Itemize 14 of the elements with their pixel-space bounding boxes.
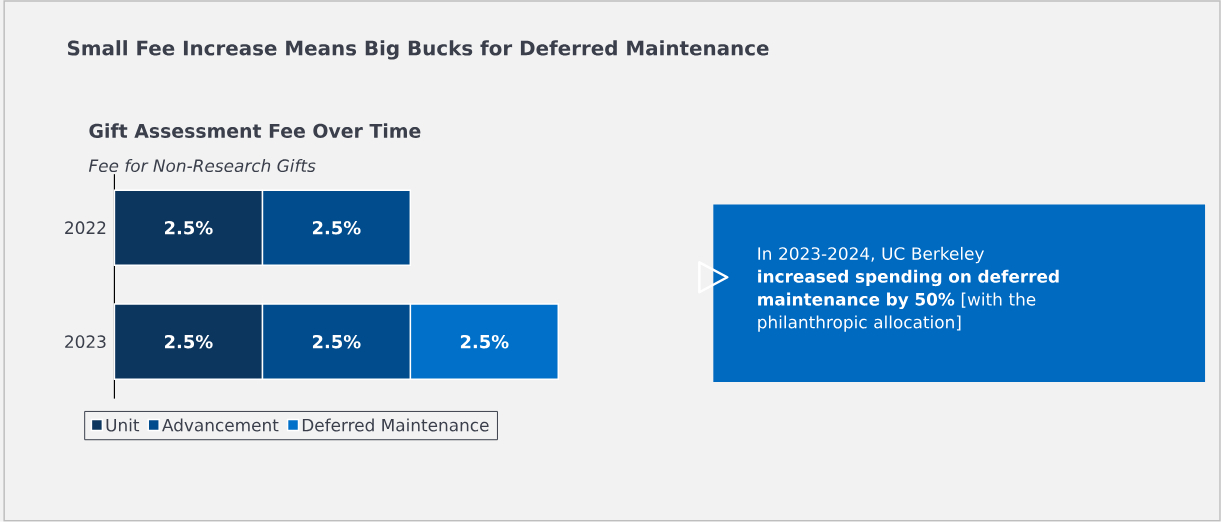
data-label: 2.5% <box>460 335 509 349</box>
text: Small Fee Increase Means Big Bucks for Deferred Maintenance <box>67 40 769 60</box>
chart-subtitle: Fee for Non-Research Gifts <box>88 159 316 173</box>
y-tick-label: 2023 <box>65 335 106 349</box>
text: In 2023-2024, UC Berkeley increased spending on deferred maintenance by 50% [with the philanthropic allocation] <box>758 247 1059 332</box>
legend-label: Deferred Maintenance <box>302 418 489 432</box>
legend-label: Advancement <box>162 418 279 432</box>
data-label: 2.5% <box>312 335 361 349</box>
y-tick-label: 2022 <box>65 221 106 235</box>
chart-title: Gift Assessment Fee Over Time <box>89 123 421 139</box>
data-label: 2.5% <box>312 221 361 235</box>
legend-label: Unit <box>106 418 140 432</box>
data-label: 2.5% <box>165 335 213 349</box>
data-label: 2.5% <box>165 221 213 235</box>
